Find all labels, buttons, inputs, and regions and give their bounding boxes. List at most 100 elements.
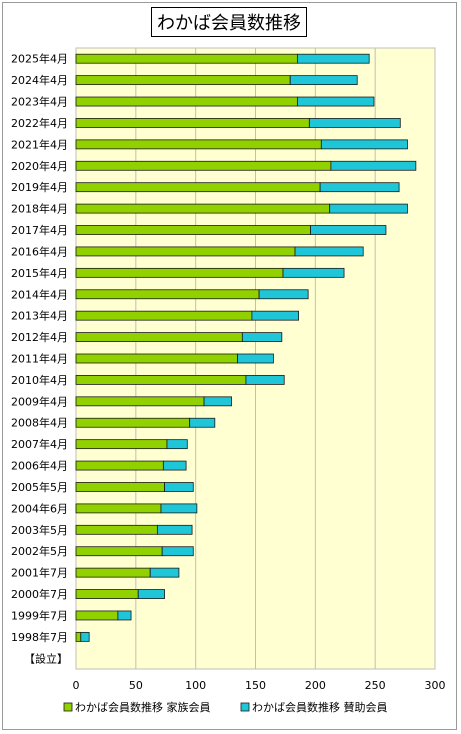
x-tick-label: 200 <box>305 679 326 692</box>
bar-supporting-member <box>117 610 132 621</box>
bar-family-member <box>75 160 332 171</box>
bar-supporting-member <box>149 567 180 578</box>
bar-family-member <box>75 118 310 128</box>
chart-title: わかば会員数推移 <box>151 7 307 37</box>
x-tick-label: 100 <box>185 679 206 692</box>
y-tick-label: 2005年5月 <box>11 480 68 494</box>
legend: わかば会員数推移 家族会員 わかば会員数推移 賛助会員 <box>63 700 388 714</box>
bar-family-member <box>75 182 321 193</box>
bar-supporting-member <box>319 182 400 193</box>
bar-supporting-member <box>329 203 408 214</box>
legend-swatch <box>63 702 73 712</box>
bar-family-member <box>75 203 331 214</box>
y-tick-label: 2021年4月 <box>11 137 68 151</box>
y-tick-label: 2020年4月 <box>11 159 68 173</box>
y-tick-label: 2024年4月 <box>11 73 68 87</box>
bar-family-member <box>75 631 82 642</box>
bar-family-member <box>75 53 298 64</box>
y-tick-label: 2019年4月 <box>11 180 68 194</box>
y-tick-label: 2018年4月 <box>11 202 68 216</box>
bar-supporting-member <box>164 482 194 492</box>
bar-family-member <box>75 353 238 364</box>
legend-label: わかば会員数推移 賛助会員 <box>252 700 388 714</box>
y-tick-labels: 2025年4月 2024年4月 2023年4月 2022年4月 2021年4月 2020年… <box>11 52 68 666</box>
bar-supporting-member <box>251 310 299 321</box>
legend-swatch <box>240 702 250 712</box>
y-tick-label: 2016年4月 <box>11 244 68 258</box>
bar-family-member <box>75 417 191 428</box>
y-tick-label: 2006年4月 <box>11 459 68 473</box>
bar-supporting-member <box>330 160 417 171</box>
bar-supporting-member <box>245 375 285 385</box>
y-tick-label: 2017年4月 <box>11 223 68 237</box>
bars <box>75 53 417 642</box>
y-tick-label: 2000年7月 <box>11 587 68 601</box>
x-tick-label: 150 <box>245 679 266 692</box>
x-tick-label: 250 <box>365 679 386 692</box>
bar-family-member <box>75 375 247 385</box>
bar-family-member <box>75 589 139 599</box>
y-tick-label: 2013年4月 <box>11 309 68 323</box>
y-tick-label: 2011年4月 <box>11 352 68 366</box>
y-tick-label: 2025年4月 <box>11 52 68 66</box>
bar-family-member <box>75 332 243 342</box>
bar-family-member <box>75 567 151 578</box>
y-tick-label: 2014年4月 <box>11 287 68 301</box>
bar-family-member <box>75 439 168 450</box>
bar-family-member <box>75 482 165 492</box>
y-tick-label: 2022年4月 <box>11 116 68 130</box>
bar-family-member <box>75 396 205 407</box>
bar-family-member <box>75 610 119 621</box>
bar-family-member <box>75 524 158 535</box>
bar-family-member <box>75 75 291 86</box>
bar-family-member <box>75 96 298 107</box>
y-tick-label: 【設立】 <box>24 651 68 665</box>
legend-label: わかば会員数推移 家族会員 <box>75 700 211 714</box>
bar-supporting-member <box>161 546 194 557</box>
bar-supporting-member <box>310 225 387 235</box>
bar-supporting-member <box>289 75 358 86</box>
y-tick-label: 2002年5月 <box>11 544 68 558</box>
bar-supporting-member <box>160 503 198 514</box>
y-tick-label: 2007年4月 <box>11 437 68 451</box>
bar-supporting-member <box>320 139 408 150</box>
bar-family-member <box>75 246 296 257</box>
x-tick-label: 300 <box>425 679 446 692</box>
bar-supporting-member <box>294 246 364 257</box>
y-tick-label: 2023年4月 <box>11 95 68 109</box>
bar-supporting-member <box>282 267 345 278</box>
bar-supporting-member <box>237 353 274 364</box>
x-tick-labels: 0 50 100 150 200 250 300 <box>73 679 446 692</box>
bar-supporting-member <box>189 417 216 428</box>
bar-family-member <box>75 546 163 557</box>
bar-family-member <box>75 267 284 278</box>
bar-supporting-member <box>241 332 283 342</box>
y-tick-label: 2010年4月 <box>11 373 68 387</box>
y-tick-label: 2003年5月 <box>11 523 68 537</box>
y-tick-label: 2008年4月 <box>11 416 68 430</box>
bar-family-member <box>75 289 260 300</box>
bar-family-member <box>75 503 162 514</box>
bar-supporting-member <box>296 96 375 107</box>
y-tick-label: 1999年7月 <box>11 608 68 622</box>
bar-supporting-member <box>137 589 165 599</box>
bar-family-member <box>75 310 253 321</box>
bar-family-member <box>75 139 322 150</box>
bar-supporting-member <box>166 439 188 450</box>
bar-supporting-member <box>296 53 370 64</box>
bar-supporting-member <box>258 289 309 300</box>
y-tick-label: 2009年4月 <box>11 394 68 408</box>
x-tick-label: 0 <box>73 679 80 692</box>
bar-supporting-member <box>162 460 187 471</box>
bar-supporting-member <box>156 524 193 535</box>
y-tick-label: 2015年4月 <box>11 266 68 280</box>
bar-supporting-member <box>203 396 232 407</box>
x-tick-label: 50 <box>129 679 143 692</box>
bar-supporting-member <box>80 631 90 642</box>
y-tick-label: 2001年7月 <box>11 566 68 580</box>
bar-supporting-member <box>308 118 401 128</box>
bar-family-member <box>75 460 164 471</box>
y-tick-label: 2012年4月 <box>11 330 68 344</box>
y-tick-label: 1998年7月 <box>11 630 68 644</box>
